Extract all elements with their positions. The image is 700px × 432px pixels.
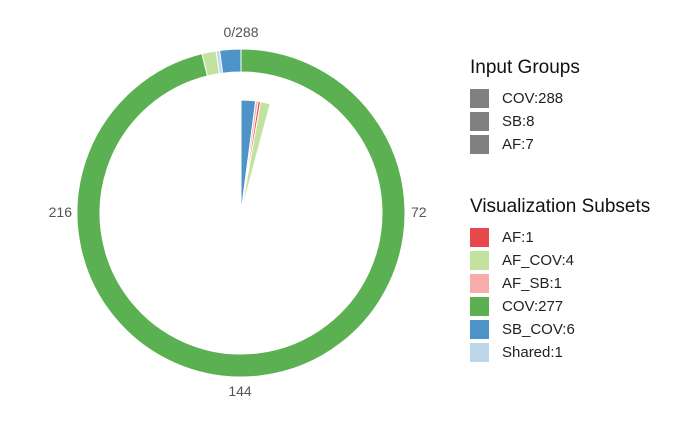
tick-label-216: 216 bbox=[49, 204, 73, 220]
legend-item-label: COV:277 bbox=[502, 298, 564, 315]
legend-item-cov: COV:288 bbox=[470, 87, 580, 110]
legend-swatch bbox=[470, 274, 489, 293]
legend-item-af-cov: AF_COV:4 bbox=[470, 249, 650, 272]
legend-item-label: AF_SB:1 bbox=[502, 275, 563, 292]
legend-item-label: AF:7 bbox=[502, 136, 534, 153]
legend-item-label: SB_COV:6 bbox=[502, 321, 575, 338]
legend-item-sb-cov: SB_COV:6 bbox=[470, 318, 650, 341]
legend-item-af-sb: AF_SB:1 bbox=[470, 272, 650, 295]
legend-swatch bbox=[470, 343, 489, 362]
legend-swatch bbox=[470, 135, 489, 154]
legend-item-af: AF:1 bbox=[470, 226, 650, 249]
legend-swatch bbox=[470, 320, 489, 339]
outer-ring bbox=[76, 48, 406, 378]
inner-slice-af-cov-4 bbox=[240, 101, 271, 214]
legend-item-shared: Shared:1 bbox=[470, 341, 650, 364]
outer-slice-sb-cov-6 bbox=[219, 48, 242, 74]
legend-swatch bbox=[470, 251, 489, 270]
legend-input-groups: Input Groups COV:288 SB:8 AF:7 bbox=[470, 57, 580, 156]
legend-swatch bbox=[470, 112, 489, 131]
legend-item-label: SB:8 bbox=[502, 113, 535, 130]
tick-label-144: 144 bbox=[228, 383, 252, 399]
legend-swatch bbox=[470, 297, 489, 316]
outer-slice-cov-277 bbox=[76, 48, 406, 378]
legend-swatch bbox=[470, 89, 489, 108]
legend-input-title: Input Groups bbox=[470, 57, 580, 78]
legend-item-af: AF:7 bbox=[470, 133, 580, 156]
donut-chart: 0/288 72 144 216 bbox=[49, 24, 427, 399]
legend-item-label: AF:1 bbox=[502, 229, 534, 246]
inner-ring bbox=[240, 99, 271, 214]
legend-subsets-title: Visualization Subsets bbox=[470, 196, 651, 217]
legend-item-label: Shared:1 bbox=[502, 344, 563, 361]
legend-item-label: AF_COV:4 bbox=[502, 252, 574, 269]
legend-swatch bbox=[470, 228, 489, 247]
legend-item-sb: SB:8 bbox=[470, 110, 580, 133]
tick-label-72: 72 bbox=[411, 204, 427, 220]
legend-item-label: COV:288 bbox=[502, 90, 564, 107]
tick-label-0: 0/288 bbox=[223, 24, 258, 40]
legend-item-cov: COV:277 bbox=[470, 295, 650, 318]
legend-visualization-subsets: Visualization Subsets AF:1 AF_COV:4 AF_S… bbox=[470, 196, 650, 364]
